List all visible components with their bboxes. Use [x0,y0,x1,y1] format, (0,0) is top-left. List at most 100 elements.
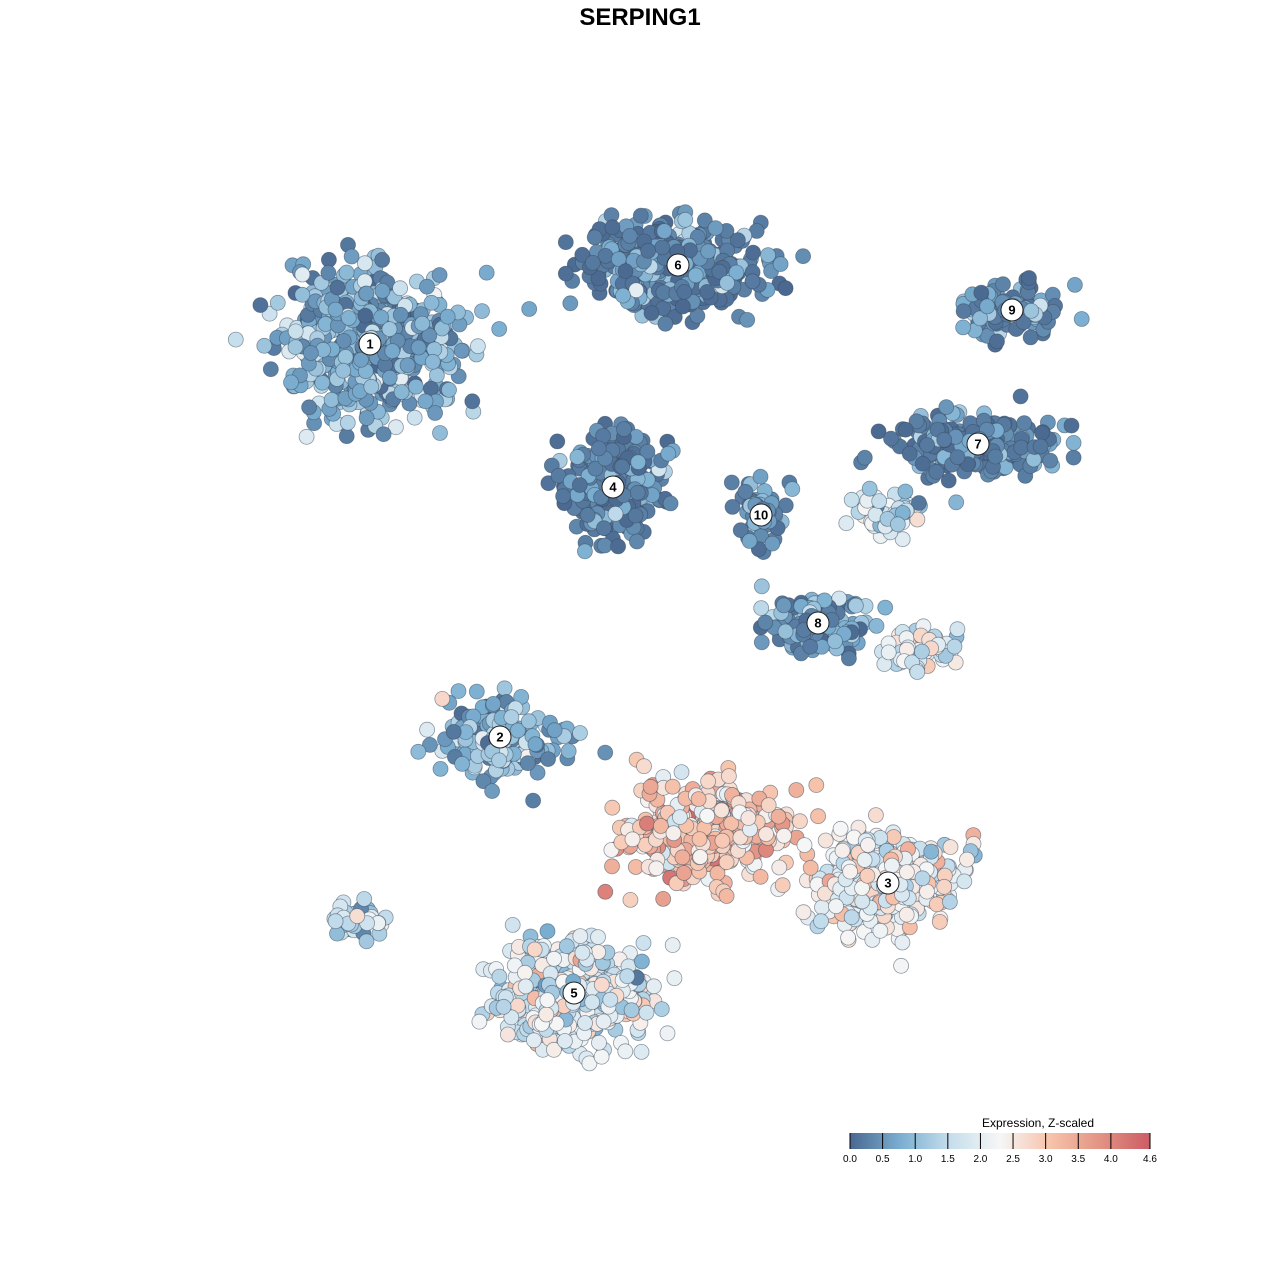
data-point [721,768,737,784]
data-point [632,207,649,224]
data-point [752,468,769,485]
data-point [987,448,1004,465]
data-point [946,638,963,655]
data-point [381,369,398,386]
data-point [890,516,906,533]
data-point [860,837,876,853]
cluster-label-text: 6 [674,258,681,273]
data-point [557,1033,573,1049]
data-point [495,998,512,1015]
data-point [485,696,502,712]
data-point [287,339,304,356]
data-point [538,1006,555,1023]
data-point [664,937,681,953]
data-point [868,807,884,823]
data-point [772,256,789,273]
legend-tick-label: 1.5 [941,1154,955,1165]
data-point [979,298,996,315]
data-point [948,494,965,511]
legend-tick-label: 3.0 [1039,1154,1053,1165]
data-point [491,968,508,985]
data-point [719,275,735,291]
cluster-label-6: 6 [666,253,690,277]
data-point [338,428,355,445]
data-point [764,535,781,552]
data-point [464,393,481,410]
cluster-label-text: 10 [754,508,768,523]
data-point [496,680,513,697]
data-point [407,378,424,395]
data-point [885,829,902,845]
data-point [655,891,672,907]
data-point [635,935,652,951]
data-point [1021,270,1037,286]
data-point [856,449,873,466]
data-point [675,298,691,315]
data-point [445,724,462,740]
data-point [557,234,574,251]
data-point [914,643,930,660]
legend-title: Expression, Z-scaled [982,1116,1094,1130]
data-point [590,929,606,945]
data-point [724,498,741,515]
data-point [358,285,375,302]
data-point [323,391,340,408]
data-point [358,410,375,426]
cluster-label-text: 1 [366,337,373,352]
cluster-label-10: 10 [749,503,773,527]
data-point [814,899,830,916]
data-point [897,483,914,500]
data-point [861,480,878,497]
data-point [700,773,716,790]
data-point [642,778,659,795]
data-point [687,267,704,284]
data-point [666,970,683,987]
data-point [521,301,538,317]
data-point [648,860,665,877]
data-point [526,941,543,958]
data-point [302,345,319,361]
data-point [629,484,646,501]
data-point [808,777,825,793]
data-point [898,906,915,923]
cluster-label-1: 1 [358,332,382,356]
data-point [526,1032,542,1049]
data-point [919,437,935,453]
data-point [914,870,931,887]
data-point [676,865,692,881]
data-point [262,361,279,378]
data-point [520,713,537,730]
data-point [471,1013,488,1030]
data-point [584,254,601,271]
data-point [692,849,709,865]
data-point [936,431,953,448]
data-point [387,419,404,436]
data-point [737,483,754,500]
data-point [923,843,940,860]
data-point [301,399,318,416]
data-point [707,220,724,237]
data-point [758,826,774,842]
data-point [940,472,957,489]
chart-title: SERPING1 [579,4,701,31]
data-point [802,638,819,655]
legend-tick-label: 0.0 [843,1154,857,1165]
data-point [621,227,638,244]
data-point [392,280,409,297]
data-point [406,409,423,426]
data-point [745,244,761,261]
data-point [713,802,730,819]
data-point [349,908,366,924]
data-point [828,898,844,915]
data-point [796,837,813,853]
cluster-label-2: 2 [488,725,512,749]
data-point [517,978,534,995]
data-point [643,305,660,321]
data-point [392,306,409,323]
data-point [854,893,871,910]
cluster-label-7: 7 [966,432,990,456]
legend-tick-label: 3.5 [1071,1154,1085,1165]
data-point [579,507,596,523]
data-point [294,266,311,283]
data-point [597,883,614,900]
